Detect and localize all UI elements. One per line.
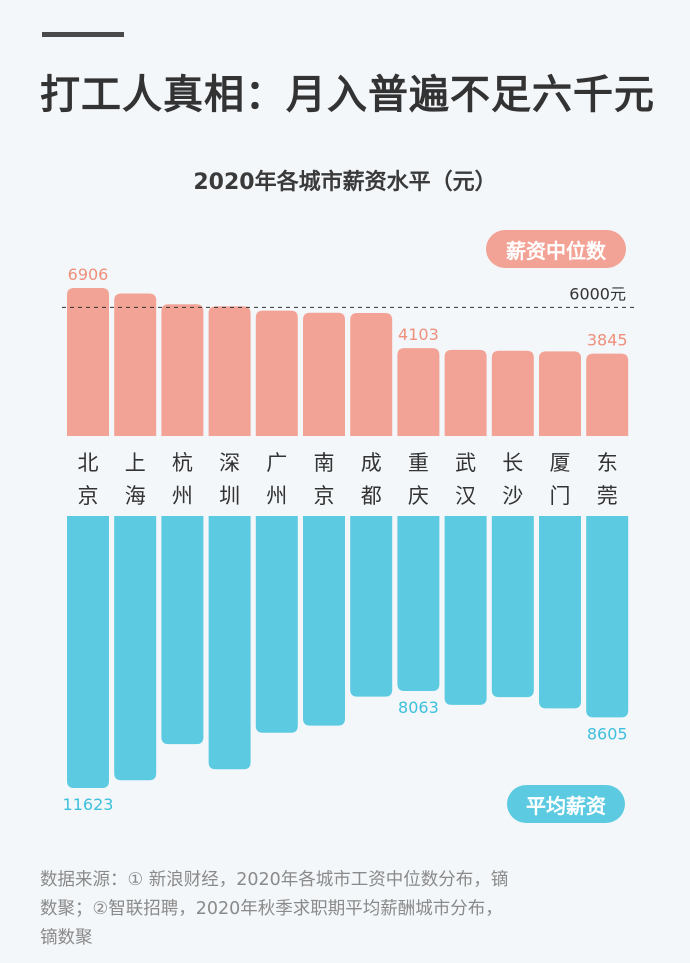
source-line: 数据来源：① 新浪财经，2020年各城市工资中位数分布，镝 <box>40 870 509 890</box>
median-bar <box>114 293 157 436</box>
average-bar <box>350 516 393 697</box>
median-bar <box>67 288 109 436</box>
median-bar <box>255 310 298 436</box>
city-label: 南 <box>314 451 335 475</box>
average-bar <box>586 516 629 718</box>
median-data-label: 6906 <box>68 265 109 284</box>
city-label: 厦 <box>550 451 571 475</box>
city-label: 上 <box>125 451 146 475</box>
city-label: 长 <box>502 451 523 475</box>
city-label: 圳 <box>219 484 240 508</box>
city-label: 广 <box>266 451 287 475</box>
average-bar <box>539 516 581 709</box>
average-bar <box>114 516 157 781</box>
average-bar <box>67 516 109 788</box>
headline: 打工人真相：月入普遍不足六千元 <box>40 72 655 118</box>
city-label: 深 <box>219 451 240 475</box>
average-data-label: 11623 <box>63 795 114 814</box>
legend-average: 平均薪资 <box>507 785 625 823</box>
chart-title: 2020年各城市薪资水平（元） <box>193 170 497 195</box>
city-label: 汉 <box>455 484 476 508</box>
top-accent-rule <box>42 32 124 37</box>
average-bar <box>444 516 487 705</box>
average-bars: 11623 8063 8605 <box>63 516 629 814</box>
city-label: 东 <box>597 451 618 475</box>
city-label: 京 <box>78 484 99 508</box>
average-bar <box>303 516 345 726</box>
average-bar <box>208 516 251 770</box>
median-bar <box>161 304 204 436</box>
median-bar <box>539 351 581 436</box>
city-label: 州 <box>172 484 193 508</box>
median-bar <box>397 348 440 436</box>
average-bar <box>397 516 440 692</box>
reference-line-group: 6000元 <box>62 284 636 308</box>
city-label: 京 <box>314 484 335 508</box>
median-bar <box>586 353 629 436</box>
median-bar <box>350 312 393 436</box>
median-bar <box>444 349 487 436</box>
city-label: 重 <box>408 451 429 475</box>
average-bar <box>255 516 298 733</box>
legend-median: 薪资中位数 <box>486 230 626 268</box>
city-label: 门 <box>550 484 571 508</box>
city-label: 武 <box>455 451 476 475</box>
average-data-label: 8063 <box>398 698 439 717</box>
city-label: 都 <box>361 484 382 508</box>
city-label: 莞 <box>597 484 618 508</box>
median-data-label: 3845 <box>587 331 628 350</box>
city-label: 庆 <box>408 484 429 508</box>
source-note: 数据来源：① 新浪财经，2020年各城市工资中位数分布，镝 数聚；②智联招聘，2… <box>40 866 660 953</box>
median-bars: 6906 4103 3845 <box>67 265 629 436</box>
city-label: 州 <box>266 484 287 508</box>
source-line: 数聚；②智联招聘，2020年秋季求职期平均薪酬城市分布， <box>40 899 503 919</box>
median-bar <box>303 312 345 436</box>
city-label: 沙 <box>502 484 523 508</box>
median-data-label: 4103 <box>398 325 439 344</box>
source-line: 镝数聚 <box>40 928 93 948</box>
city-label: 海 <box>125 484 146 508</box>
city-label: 杭 <box>172 451 193 475</box>
median-bar <box>208 306 251 436</box>
reference-line-label: 6000元 <box>569 284 626 303</box>
city-label: 北 <box>78 451 99 475</box>
median-bar <box>491 350 534 436</box>
city-label: 成 <box>361 451 382 475</box>
average-data-label: 8605 <box>587 724 628 743</box>
average-bar <box>161 516 204 745</box>
average-bar <box>491 516 534 698</box>
